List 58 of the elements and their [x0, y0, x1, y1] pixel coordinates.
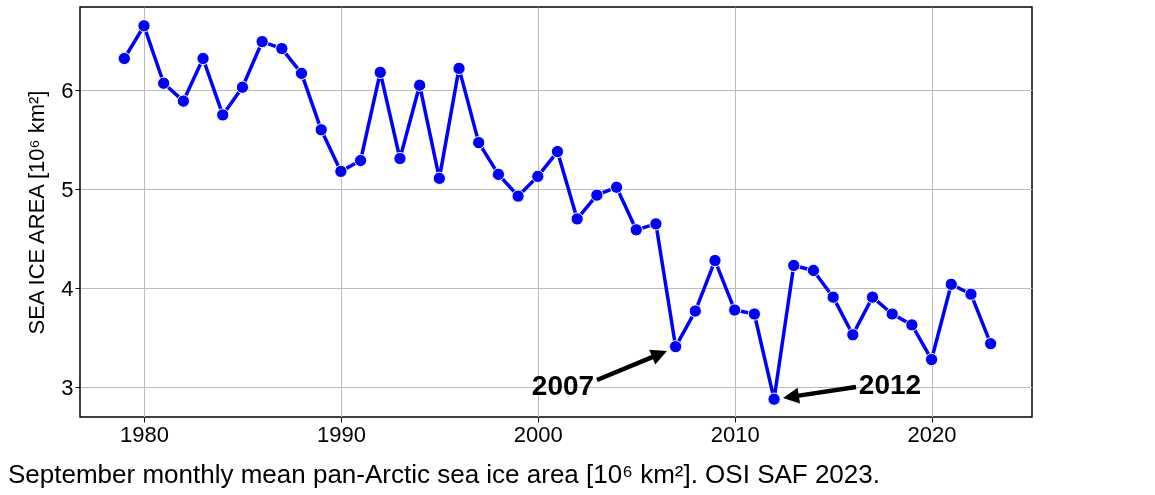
point: [570, 212, 584, 226]
point: [708, 253, 722, 268]
point: [767, 392, 781, 406]
point: [865, 290, 880, 304]
x-tick-label: 2010: [710, 421, 760, 447]
point: [609, 180, 624, 194]
point: [649, 217, 663, 231]
point: [176, 94, 190, 108]
point: [137, 19, 151, 33]
point: [787, 258, 801, 273]
point: [491, 167, 506, 181]
point: [117, 51, 131, 66]
x-tick-label: 1990: [316, 421, 366, 447]
point: [235, 80, 250, 94]
point: [550, 144, 565, 159]
point: [373, 65, 387, 79]
point: [157, 76, 171, 90]
y-tick-label: 5: [61, 176, 74, 202]
point: [334, 164, 348, 179]
point: [452, 61, 466, 76]
point: [294, 66, 309, 80]
point: [432, 171, 446, 185]
point: [590, 188, 604, 202]
point: [905, 318, 919, 332]
y-tick-label: 4: [61, 275, 74, 301]
point: [806, 263, 821, 278]
point: [472, 136, 486, 150]
point: [984, 337, 998, 351]
x-tick-label: 1980: [120, 421, 169, 447]
point: [353, 153, 368, 168]
point: [885, 307, 899, 321]
y-tick-label: 3: [61, 374, 74, 400]
point: [275, 41, 289, 56]
annotation: 2012: [858, 369, 922, 400]
point: [747, 307, 761, 321]
x-tick-label: 2000: [513, 421, 563, 447]
point: [846, 328, 860, 342]
point: [314, 123, 328, 137]
point: [944, 277, 958, 291]
point: [728, 303, 742, 317]
point: [688, 304, 702, 318]
point: [629, 223, 643, 237]
point: [668, 340, 683, 354]
text: September monthly mean pan-Arctic sea ice area [10⁶ km²]. OSI SAF 2023.: [8, 459, 880, 489]
point: [964, 287, 978, 301]
point: [216, 108, 230, 122]
point: [826, 290, 840, 304]
point: [511, 189, 525, 203]
point: [413, 78, 427, 92]
annotation: 2007: [531, 370, 595, 401]
y-axis-title: SEA ICE AREA [10⁶ km²]: [24, 90, 50, 335]
point: [255, 35, 269, 49]
point: [393, 151, 407, 166]
point: [924, 352, 939, 367]
point: [196, 51, 210, 66]
y-tick-label: 6: [61, 77, 74, 103]
x-tick-label: 2020: [907, 421, 957, 447]
point: [531, 169, 545, 183]
